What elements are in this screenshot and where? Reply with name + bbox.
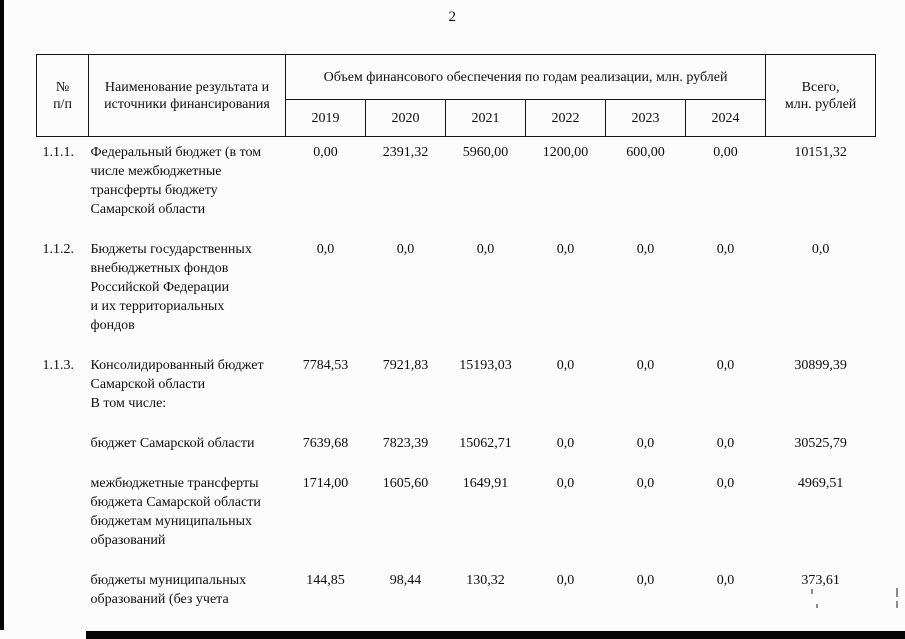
scan-speck [816,604,818,608]
scan-speck [896,588,898,597]
year-value: 0,0 [716,358,735,373]
result-name: межбюджетные трансферты бюджета Самарско… [90,476,261,548]
year-value: 1714,00 [302,476,349,491]
row-number [37,470,89,567]
header-year-2019: 2019 [285,99,366,137]
year-value: 7921,83 [382,358,429,373]
year-value: 0,0 [636,358,655,373]
result-name: Бюджеты государственных внебюджетных фон… [90,242,252,333]
table-row: 1.1.3. Консолидированный бюджет Самарско… [37,352,876,430]
year-value: 0,0 [556,436,575,451]
row-number [37,567,89,626]
table-row: бюджет Самарской области 7639,68 7823,39… [37,430,876,470]
table-row: бюджеты муниципальных образований (без у… [37,567,876,626]
table-row: межбюджетные трансферты бюджета Самарско… [37,470,876,567]
year-value: 0,00 [713,145,738,160]
year-value: 0,00 [313,145,338,160]
year-value: 0,0 [316,242,335,257]
year-value: 0,0 [396,242,415,257]
header-name-column: Наименование результата и источники фина… [88,54,286,137]
page-number: 2 [448,9,457,25]
header-year-2022: 2022 [525,99,606,137]
table-body: 1.1.1. Федеральный бюджет (в том числе м… [37,137,876,627]
year-value: 600,00 [626,145,665,160]
result-name: бюджеты муниципальных образований (без у… [90,573,247,607]
year-value: 7639,68 [302,436,349,451]
row-number: 1.1.3. [42,358,75,373]
year-value: 0,0 [636,476,655,491]
year-value: 2391,32 [382,145,429,160]
year-value: 0,0 [636,573,655,588]
total-value: 4969,51 [797,476,844,491]
table-row: 1.1.1. Федеральный бюджет (в том числе м… [37,137,876,237]
year-value: 1200,00 [542,145,589,160]
row-number: 1.1.1. [42,145,75,160]
header-year-2020: 2020 [365,99,446,137]
year-value: 0,0 [556,242,575,257]
header-year-2024: 2024 [684,99,767,137]
year-value: 7784,53 [302,358,349,373]
header-volume-column: Объем финансового обеспечения по годам р… [284,54,767,100]
year-value: 7823,39 [382,436,429,451]
result-name: бюджет Самарской области [90,436,255,451]
year-value: 5960,00 [462,145,509,160]
year-value: 0,0 [556,358,575,373]
table-header: № п/п Наименование результата и источник… [36,54,877,137]
year-value: 0,0 [556,573,575,588]
year-value: 1649,91 [462,476,509,491]
result-name: Консолидированный бюджет Самарской облас… [90,358,264,411]
year-value: 0,0 [636,242,655,257]
total-value: 10151,32 [794,145,847,160]
year-value: 1605,60 [382,476,429,491]
year-value: 98,44 [389,573,422,588]
row-number [37,430,89,470]
total-value: 30525,79 [794,436,847,451]
year-value: 144,85 [306,573,345,588]
year-value: 0,0 [716,476,735,491]
scan-speck [811,589,813,594]
year-value: 0,0 [556,476,575,491]
scan-speck [896,601,898,608]
finance-table: № п/п Наименование результата и источник… [36,54,877,627]
total-value: 373,61 [801,573,840,588]
header-year-2023: 2023 [605,99,686,137]
result-name: Федеральный бюджет (в том числе межбюдже… [90,145,262,217]
scan-edge-left [0,0,4,630]
year-value: 0,0 [636,436,655,451]
table-row: 1.1.2. Бюджеты государственных внебюджет… [37,236,876,352]
header-total-column: Всего, млн. рублей [765,54,877,137]
year-value: 0,0 [476,242,495,257]
year-value: 0,0 [716,242,735,257]
total-value: 30899,39 [794,358,847,373]
year-value: 0,0 [716,436,735,451]
scan-edge-bottom [86,631,905,639]
header-year-2021: 2021 [445,99,526,137]
header-number-column: № п/п [36,54,89,137]
year-value: 130,32 [466,573,505,588]
year-value: 15193,03 [459,358,512,373]
total-value: 0,0 [811,242,830,257]
row-number: 1.1.2. [42,242,75,257]
year-value: 15062,71 [459,436,512,451]
year-value: 0,0 [716,573,735,588]
